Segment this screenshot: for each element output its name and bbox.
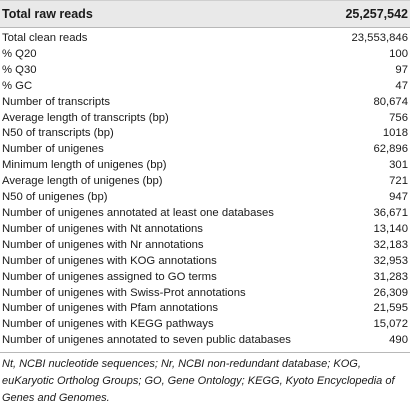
table-row: Number of unigenes assigned to GO terms 3… (0, 270, 410, 286)
table-row: N50 of unigenes (bp) 947 (0, 190, 410, 206)
row-value: 721 (389, 175, 408, 188)
row-label: N50 of unigenes (bp) (2, 191, 108, 204)
table-row: Number of unigenes with KEGG pathways 15,… (0, 317, 410, 333)
table-row: Average length of transcripts (bp) 756 (0, 111, 410, 127)
table-row: Number of unigenes with Nr annotations 32… (0, 238, 410, 254)
row-value: 62,896 (373, 143, 408, 156)
row-label: Number of unigenes with Pfam annotations (2, 302, 219, 315)
row-value: 301 (389, 159, 408, 172)
header-value: 25,257,542 (300, 0, 410, 28)
row-label: Number of transcripts (2, 95, 110, 108)
row-label: Number of unigenes with KEGG pathways (2, 318, 214, 331)
table-row: Number of unigenes 62,896 (0, 142, 410, 158)
table-row: Number of unigenes annotated to seven pu… (0, 333, 410, 354)
row-value: 100 (389, 47, 408, 60)
row-value: 97 (395, 63, 408, 76)
table-row: Number of unigenes with Swiss-Prot annot… (0, 286, 410, 302)
table-row: Number of transcripts 80,674 (0, 95, 410, 111)
table-row: Number of unigenes annotated at least on… (0, 206, 410, 222)
table-row: Number of unigenes with KOG annotations 3… (0, 254, 410, 270)
table-row: Number of unigenes with Pfam annotations… (0, 301, 410, 317)
row-value: 13,140 (373, 222, 408, 235)
footnote-line: euKaryotic Ortholog Groups; GO, Gene Ont… (2, 375, 395, 387)
table-row: % Q20 100 (0, 47, 410, 63)
table-row: % GC 47 (0, 79, 410, 95)
row-label: Number of unigenes (2, 143, 104, 156)
row-label: % Q20 (2, 47, 37, 60)
table-row: % Q30 97 (0, 63, 410, 79)
row-label: Number of unigenes with Nt annotations (2, 222, 203, 235)
table-header: Total raw reads 25,257,542 (0, 0, 410, 28)
row-value: 47 (395, 79, 408, 92)
row-value: 1018 (382, 127, 408, 140)
table-row: N50 of transcripts (bp) 1018 (0, 126, 410, 142)
row-value: 31,283 (373, 270, 408, 283)
table-body: Total clean reads 23,553,846 % Q20 100 % Q30… (0, 28, 410, 354)
row-label: Minimum length of unigenes (bp) (2, 159, 167, 172)
sequencing-statistics-table: Total raw reads 25,257,542 Total clean r… (0, 0, 410, 354)
header-label: Total raw reads (0, 0, 300, 28)
table-row: Total clean reads 23,553,846 (0, 28, 410, 47)
row-label: N50 of transcripts (bp) (2, 127, 114, 140)
row-value: 947 (389, 191, 408, 204)
row-value: 21,595 (373, 302, 408, 315)
row-value: 32,953 (373, 254, 408, 267)
row-label: Average length of unigenes (bp) (2, 175, 163, 188)
table-footnote: Nt, NCBI nucleotide sequences; Nr, NCBI … (2, 356, 408, 407)
table-row: Average length of unigenes (bp) 721 (0, 174, 410, 190)
row-value: 26,309 (373, 286, 408, 299)
row-label: Total clean reads (2, 32, 88, 44)
row-value: 15,072 (373, 318, 408, 331)
row-value: 756 (389, 111, 408, 124)
row-label: Number of unigenes with Nr annotations (2, 238, 204, 251)
footnote-line: Genes and Genomes. (2, 392, 110, 404)
row-label: % GC (2, 79, 33, 92)
row-label: Average length of transcripts (bp) (2, 111, 169, 124)
table-row: Minimum length of unigenes (bp) 301 (0, 158, 410, 174)
row-value: 32,183 (373, 238, 408, 251)
row-label: Number of unigenes with KOG annotations (2, 254, 217, 267)
footnote-line: Nt, NCBI nucleotide sequences; Nr, NCBI … (2, 358, 361, 370)
row-value: 36,671 (373, 206, 408, 219)
row-value: 80,674 (373, 95, 408, 108)
row-label: Number of unigenes with Swiss-Prot annot… (2, 286, 246, 299)
table-header-row: Total raw reads 25,257,542 (0, 0, 410, 28)
row-label: Number of unigenes annotated at least on… (2, 206, 274, 219)
row-label: Number of unigenes annotated to seven pu… (0, 333, 300, 354)
row-value: 490 (300, 333, 410, 354)
row-label: % Q30 (2, 63, 37, 76)
table-row: Number of unigenes with Nt annotations 13… (0, 222, 410, 238)
row-label: Number of unigenes assigned to GO terms (2, 270, 217, 283)
row-value: 23,553,846 (351, 32, 408, 44)
